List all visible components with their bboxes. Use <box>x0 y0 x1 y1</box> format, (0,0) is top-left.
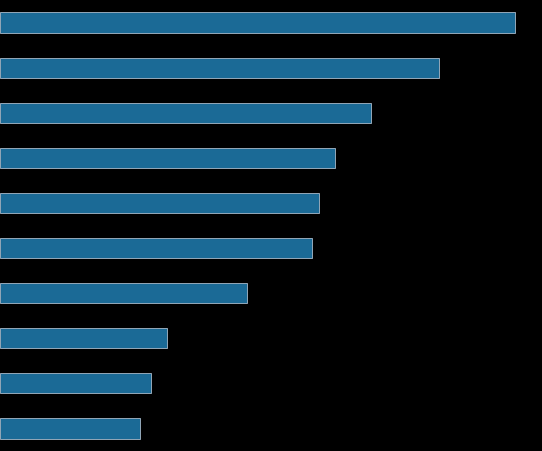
Bar <box>0 283 247 304</box>
Bar <box>0 57 440 78</box>
Bar <box>0 193 319 213</box>
Bar <box>0 148 335 168</box>
Bar <box>0 238 312 258</box>
Bar <box>0 102 371 123</box>
Bar <box>0 328 167 348</box>
Bar <box>0 419 140 438</box>
Bar <box>0 12 514 33</box>
Bar <box>0 373 151 393</box>
